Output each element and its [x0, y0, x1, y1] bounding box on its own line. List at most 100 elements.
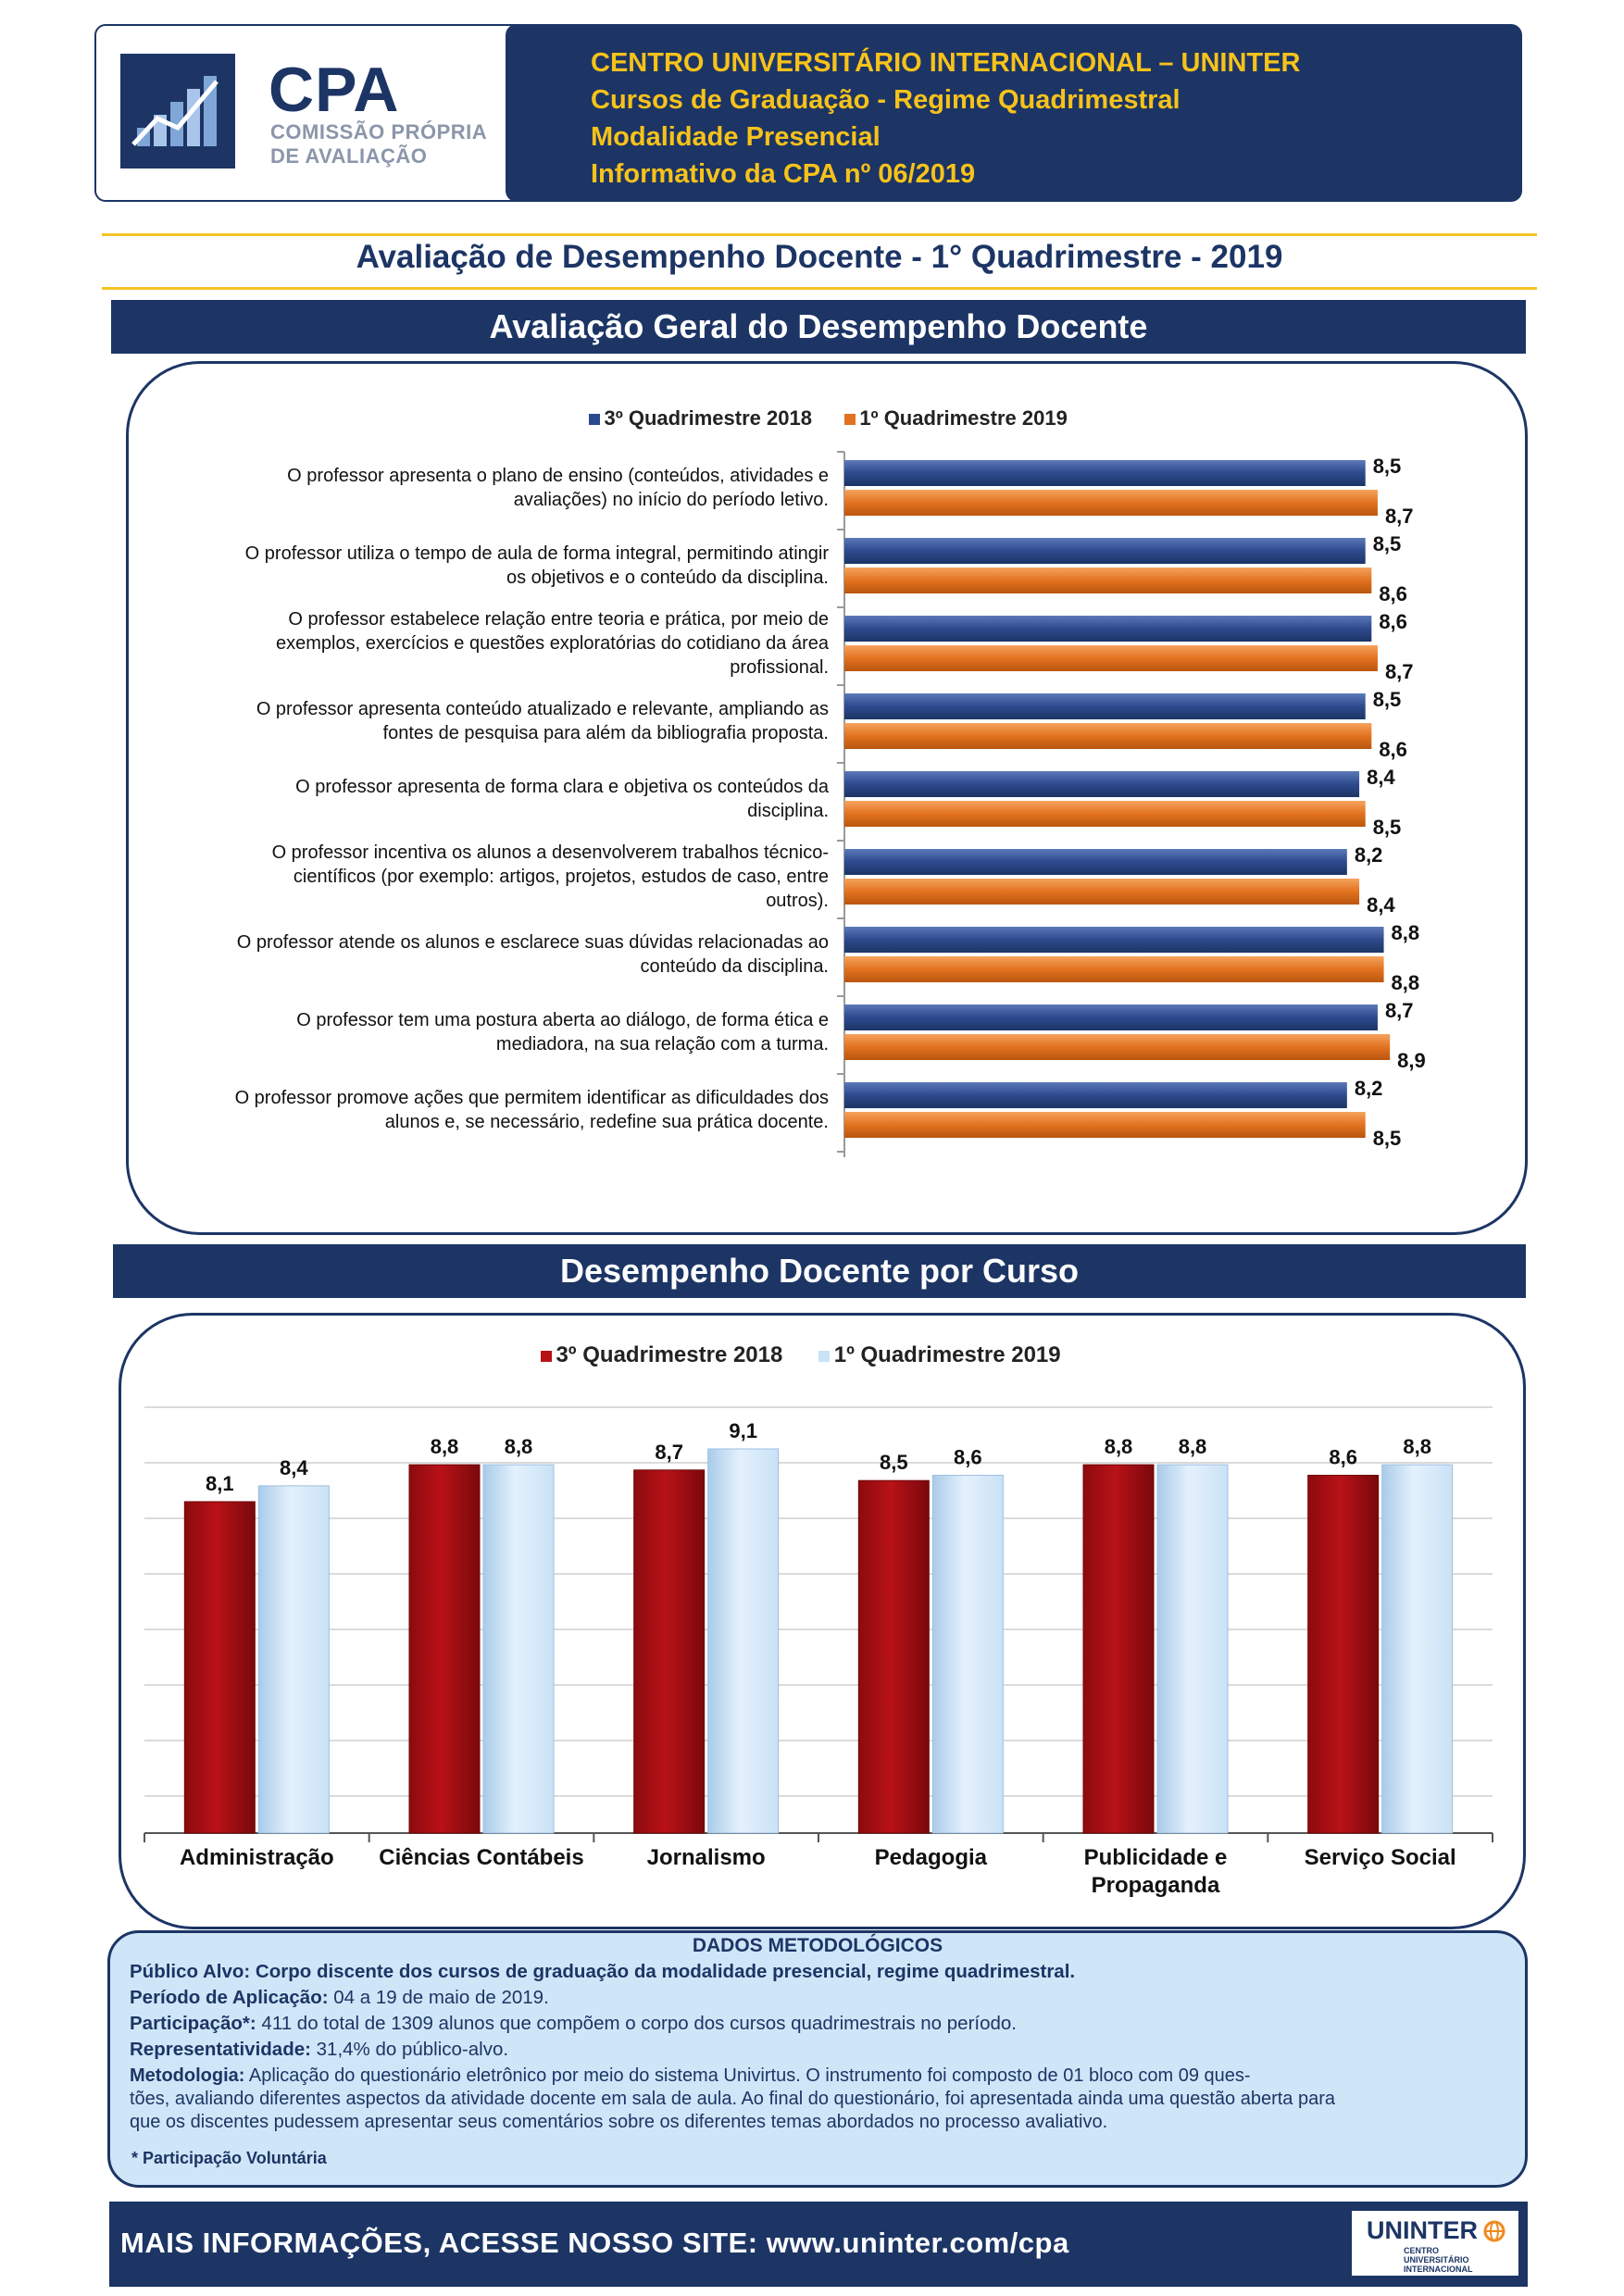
category-label: O professor estabelece relação entre teo… — [144, 607, 829, 680]
category-label-line: Publicidade e — [1083, 1845, 1228, 1870]
data-label: 9,1 — [729, 1419, 757, 1442]
category-label: O professor atende os alunos e esclarece… — [144, 930, 829, 979]
header-line-3: Modalidade Presencial — [591, 122, 881, 152]
category-label-line: conteúdo da disciplina. — [640, 956, 829, 977]
participacao: Participação*: 411 do total de 1309 alun… — [130, 2011, 1528, 2036]
data-label: 8,5 — [1373, 688, 1402, 711]
logo-subtitle-line: DE AVALIAÇÃO — [270, 144, 428, 168]
data-label: 8,6 — [1379, 738, 1407, 761]
bar-2019 — [844, 490, 1378, 516]
metodologia: Metodologia: Aplicação do questionário e… — [130, 2065, 1528, 2134]
representatividade-value: 31,4% do público-alvo. — [310, 2039, 509, 2060]
globe-icon — [1483, 2220, 1505, 2247]
category-label-line: O professor estabelece relação entre teo… — [288, 609, 829, 630]
chart-panel-curso — [119, 1313, 1526, 1929]
bar-2019 — [1381, 1464, 1454, 1834]
data-label: 8,4 — [1367, 893, 1395, 917]
data-label: 8,7 — [1385, 999, 1414, 1022]
bar-2018 — [844, 849, 1347, 875]
bar-2019 — [844, 645, 1378, 671]
logo-title: CPA — [269, 55, 400, 125]
bar-2019 — [931, 1475, 1004, 1834]
category-label-line: disciplina. — [747, 801, 829, 821]
data-label: 8,8 — [1392, 971, 1420, 994]
bar-2019 — [844, 1034, 1391, 1060]
legend-swatch-2018 — [541, 1351, 552, 1362]
data-label: 8,8 — [431, 1435, 459, 1458]
vertical-bar-chart: 8,1 8,4 8,8 8,8 8,7 9,1 8,5 8,6 8,8 8,8 8,6 8,8 — [144, 1406, 1493, 1842]
data-label: 8,5 — [880, 1451, 908, 1474]
bar-2019 — [844, 879, 1360, 905]
metodologia-line-2: tões, avaliando diferentes aspectos da a… — [130, 2089, 1336, 2109]
divider — [102, 287, 1537, 290]
uninter-sub-line: UNIVERSITÁRIO — [1404, 2255, 1469, 2265]
category-label: Publicidade e Propaganda — [1043, 1844, 1268, 1900]
bar-2018 — [183, 1501, 256, 1834]
bar-2018 — [844, 693, 1366, 719]
category-label-line: fontes de pesquisa para além da bibliogr… — [382, 723, 829, 743]
metodologia-label: Metodologia: — [130, 2065, 245, 2086]
bar-2018 — [844, 538, 1366, 564]
category-label: O professor incentiva os alunos a desenv… — [144, 841, 829, 913]
bar-2019 — [844, 568, 1372, 593]
uninter-sub-line: CENTRO — [1404, 2246, 1439, 2255]
category-label-line: Serviço Social — [1304, 1845, 1456, 1870]
uninter-sub-line: INTERNACIONAL — [1404, 2265, 1473, 2274]
data-label: 8,6 — [1329, 1446, 1357, 1469]
category-label-line: Propaganda — [1091, 1873, 1220, 1898]
bar-2018 — [844, 771, 1360, 797]
legend-curso: 3º Quadrimestre 2018 1º Quadrimestre 201… — [541, 1342, 1061, 1368]
legend-label-2019: 1º Quadrimestre 2019 — [859, 406, 1068, 430]
publico-alvo: Público Alvo: Corpo discente dos cursos … — [130, 1961, 1076, 1982]
category-label-line: O professor apresenta conteúdo atualizad… — [256, 699, 829, 719]
bar-2019 — [844, 1112, 1366, 1138]
bar-2018 — [844, 1082, 1347, 1108]
data-label: 8,7 — [655, 1441, 683, 1464]
page-title: Avaliação de Desempenho Docente - 1° Qua… — [356, 239, 1283, 275]
category-label-line: Administração — [179, 1845, 334, 1870]
header-line-4: Informativo da CPA nº 06/2019 — [591, 159, 976, 189]
data-label: 8,7 — [1385, 505, 1414, 528]
divider — [102, 233, 1537, 236]
data-label: 8,8 — [1105, 1435, 1133, 1458]
category-label: Serviço Social — [1268, 1844, 1493, 1872]
representatividade: Representatividade: 31,4% do público-alv… — [130, 2037, 1528, 2062]
category-label-line: outros). — [766, 891, 829, 911]
section-title-curso: Desempenho Docente por Curso — [113, 1244, 1526, 1298]
legend-label-2018: 3º Quadrimestre 2018 — [556, 1342, 783, 1367]
category-label: O professor apresenta de forma clara e o… — [144, 775, 829, 823]
bar-2019 — [707, 1448, 780, 1834]
bar-2018 — [857, 1479, 930, 1834]
data-label: 8,7 — [1385, 660, 1414, 683]
bar-2019 — [482, 1464, 555, 1834]
category-label-line: O professor apresenta o plano de ensino … — [287, 466, 829, 486]
data-label: 8,8 — [1179, 1435, 1207, 1458]
category-label-line: os objetivos e o conteúdo da disciplina. — [506, 568, 829, 588]
periodo-aplicacao: Período de Aplicação: 04 a 19 de maio de… — [130, 1985, 1528, 2010]
category-label: O professor promove ações que permitem i… — [144, 1086, 829, 1134]
footer-link-text[interactable]: MAIS INFORMAÇÕES, ACESSE NOSSO SITE: www… — [120, 2227, 1069, 2259]
participacao-note: * Participação Voluntária — [131, 2149, 327, 2167]
periodo-label: Período de Aplicação: — [130, 1987, 329, 2008]
metodologia-line-3: que os discentes pudessem apresentar seu… — [130, 2112, 1108, 2132]
legend-label-2018: 3º Quadrimestre 2018 — [604, 406, 812, 430]
header-line-1: CENTRO UNIVERSITÁRIO INTERNACIONAL – UNI… — [591, 48, 1301, 78]
data-label: 8,6 — [1379, 610, 1407, 633]
logo-subtitle-line: COMISSÃO PRÓPRIA — [270, 120, 488, 144]
legend-geral: 3º Quadrimestre 2018 1º Quadrimestre 201… — [589, 406, 1068, 430]
category-label-line: O professor atende os alunos e esclarece… — [236, 932, 829, 953]
category-label: O professor apresenta o plano de ensino … — [144, 464, 829, 512]
bar-2019 — [844, 801, 1366, 827]
data-label: 8,2 — [1355, 1077, 1383, 1100]
footer-band — [109, 2202, 1528, 2287]
participacao-label: Participação*: — [130, 2013, 256, 2034]
category-label-line: O professor apresenta de forma clara e o… — [295, 777, 829, 797]
data-label: 8,9 — [1397, 1049, 1426, 1072]
uninter-logo-subtitle: CENTRO UNIVERSITÁRIO INTERNACIONAL — [1404, 2246, 1473, 2274]
category-label-line: Ciências Contábeis — [379, 1845, 584, 1870]
category-label-line: científicos (por exemplo: artigos, proje… — [293, 867, 829, 887]
data-label: 8,8 — [1392, 921, 1420, 944]
participacao-value: 411 do total de 1309 alunos que compõem … — [256, 2013, 1018, 2034]
bar-2019 — [257, 1485, 330, 1834]
category-label-line: avaliações) no início do período letivo. — [513, 490, 829, 510]
